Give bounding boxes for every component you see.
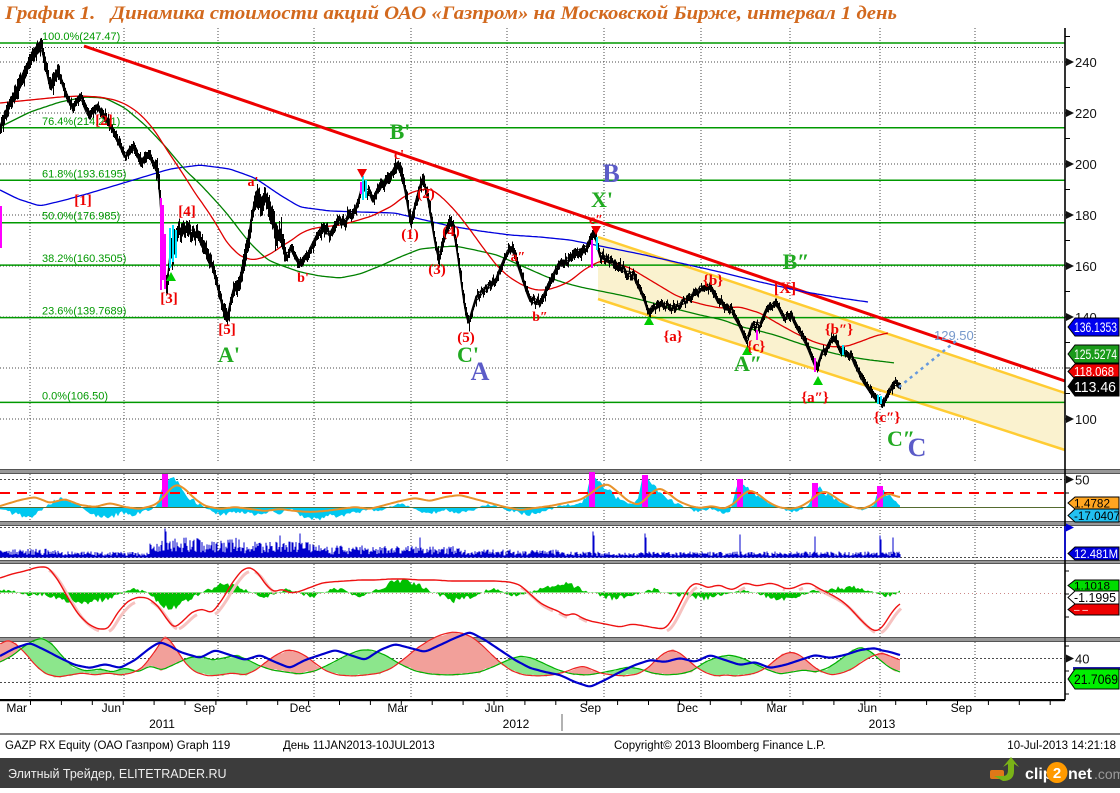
svg-text:180: 180 [1075, 208, 1097, 223]
svg-text:136.1353: 136.1353 [1074, 319, 1117, 335]
svg-text:.com: .com [1094, 766, 1120, 782]
svg-text:-17.0407: -17.0407 [1074, 509, 1120, 523]
svg-text:{c}: {c} [747, 339, 766, 355]
svg-text:Jun: Jun [485, 701, 504, 715]
svg-text:B': B' [390, 119, 411, 144]
svg-text:[3]: [3] [160, 291, 178, 307]
svg-text:Mar: Mar [387, 701, 408, 715]
svg-text:100.0%(247.47): 100.0%(247.47) [42, 31, 120, 43]
svg-text:0.0%(106.50): 0.0%(106.50) [42, 390, 108, 402]
svg-text:240: 240 [1075, 55, 1097, 70]
svg-text:[5]: [5] [218, 322, 236, 338]
svg-text:c″: c″ [589, 213, 603, 228]
svg-text:125.5274: 125.5274 [1074, 346, 1117, 362]
svg-text:1.4782: 1.4782 [1074, 496, 1110, 510]
svg-text:38.2%(160.3505): 38.2%(160.3505) [42, 253, 126, 265]
svg-text:2012: 2012 [503, 717, 530, 731]
svg-text:Sep: Sep [951, 701, 973, 715]
svg-text:Jun: Jun [858, 701, 877, 715]
svg-text:C': C' [457, 342, 479, 367]
svg-text:10-Jul-2013 14:21:18: 10-Jul-2013 14:21:18 [1007, 740, 1116, 752]
svg-text:A': A' [218, 342, 240, 367]
svg-text:c': c' [394, 148, 404, 163]
svg-text:(2): (2) [417, 186, 435, 202]
svg-text:C: C [908, 433, 927, 462]
svg-text:C″: C″ [887, 426, 915, 451]
svg-text:A: A [471, 357, 490, 386]
svg-text:(1): (1) [401, 227, 419, 243]
svg-text:{b}: {b} [703, 273, 723, 289]
svg-text:B: B [602, 159, 619, 188]
svg-text:A″: A″ [734, 351, 762, 376]
svg-text:61.8%(193.6195): 61.8%(193.6195) [42, 168, 126, 180]
svg-text:{a}: {a} [663, 329, 682, 345]
svg-text:[1]: [1] [74, 193, 92, 209]
svg-text:2011: 2011 [149, 717, 175, 731]
svg-text:X': X' [591, 187, 613, 212]
svg-text:160: 160 [1075, 259, 1097, 274]
svg-text:129.50: 129.50 [934, 328, 974, 343]
svg-text:118.068: 118.068 [1074, 364, 1114, 379]
svg-text:a': a' [248, 175, 259, 190]
svg-text:net: net [1068, 766, 1093, 783]
svg-text:23.6%(139.7689): 23.6%(139.7689) [42, 306, 126, 318]
svg-text:Sep: Sep [194, 701, 216, 715]
svg-text:Sep: Sep [580, 701, 602, 715]
svg-text:-1.1995: -1.1995 [1074, 590, 1116, 605]
svg-text:Dec: Dec [290, 701, 311, 715]
svg-text:(4): (4) [442, 224, 460, 240]
svg-text:21.7069: 21.7069 [1074, 671, 1118, 687]
svg-text:2013: 2013 [869, 717, 896, 731]
svg-text:[4]: [4] [178, 204, 196, 220]
svg-text:clip: clip [1025, 766, 1053, 783]
svg-text:– –: – – [1074, 605, 1088, 616]
svg-text:Mar: Mar [6, 701, 27, 715]
svg-text:{a″}: {a″} [801, 390, 829, 406]
svg-text:День 11JAN2013-10JUL2013: День 11JAN2013-10JUL2013 [283, 740, 435, 752]
svg-text:113.46: 113.46 [1074, 379, 1116, 396]
svg-text:200: 200 [1075, 157, 1097, 172]
svg-text:100: 100 [1075, 412, 1097, 427]
svg-text:[X]: [X] [774, 280, 796, 297]
svg-text:[2]: [2] [95, 113, 113, 129]
svg-text:GAZP RX Equity (ОАО Газпром) G: GAZP RX Equity (ОАО Газпром) Graph 119 [5, 740, 230, 752]
svg-text:Copyright© 2013 Bloomberg Fina: Copyright© 2013 Bloomberg Finance L.P. [614, 740, 826, 752]
svg-text:b″: b″ [532, 310, 548, 325]
svg-text:{b″}: {b″} [825, 322, 854, 338]
svg-text:b': b' [297, 271, 309, 286]
svg-text:(5): (5) [457, 330, 475, 346]
svg-text:12.481M: 12.481M [1074, 547, 1118, 561]
svg-text:Dec: Dec [677, 701, 698, 715]
svg-text:1.1018: 1.1018 [1074, 581, 1110, 593]
svg-text:{c″}: {c″} [874, 410, 901, 426]
svg-text:(3): (3) [428, 262, 446, 278]
svg-text:Элитный Трейдер, ELITETRADER.R: Элитный Трейдер, ELITETRADER.RU [8, 767, 227, 781]
svg-text:Jun: Jun [102, 701, 121, 715]
svg-text:a″: a″ [511, 250, 526, 265]
svg-text:40: 40 [1075, 652, 1089, 667]
svg-text:B″: B″ [783, 249, 810, 274]
svg-text:76.4%(214.201): 76.4%(214.201) [42, 116, 120, 128]
svg-text:50.0%(176.985): 50.0%(176.985) [42, 211, 120, 223]
svg-text:220: 220 [1075, 106, 1097, 121]
svg-text:50: 50 [1075, 473, 1089, 488]
svg-text:Mar: Mar [766, 701, 787, 715]
svg-text:2: 2 [1053, 765, 1061, 782]
svg-text:График 1. Динамика стоимости: График 1. Динамика стоимости акций ОАО «… [4, 3, 897, 24]
